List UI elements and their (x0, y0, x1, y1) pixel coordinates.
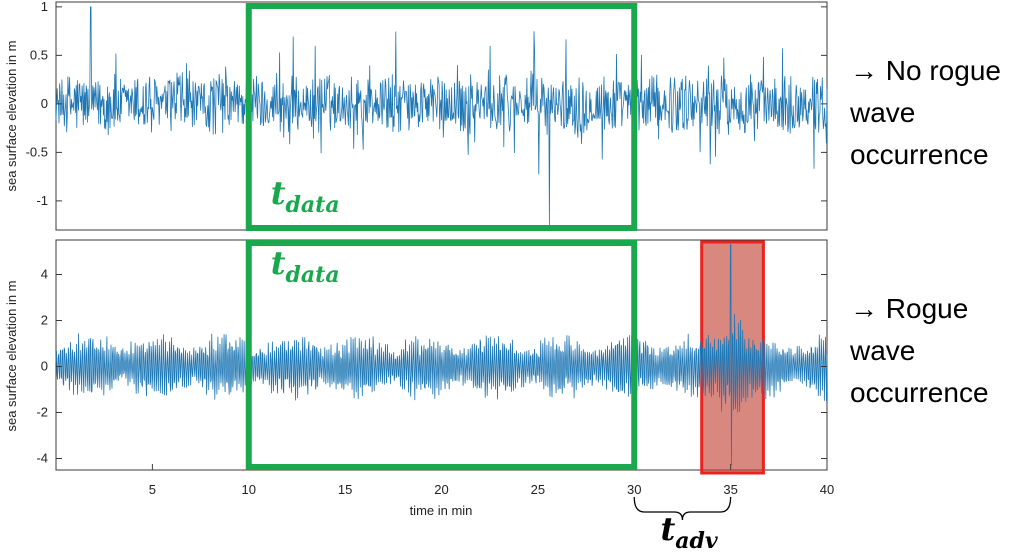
y-tick-label: 4 (41, 267, 48, 282)
y-tick-label: 1 (41, 0, 48, 14)
no-rogue-line-3: occurrence (850, 139, 989, 170)
y-tick-label: -2 (36, 405, 48, 420)
bottom-y-ticks: 4 2 0 -2 -4 (36, 267, 827, 466)
top-y-axis-label: sea surface elevation in m (4, 40, 19, 191)
top-t-data-label: tdata (271, 174, 340, 218)
bottom-panel: 420-2-4 5 10 15 20 25 30 35 40 sea surface elev… (4, 239, 834, 553)
y-tick-label: 0 (41, 359, 48, 374)
y-tick-label: -4 (36, 451, 48, 466)
bottom-x-ticks: 5 10 15 20 25 30 35 40 (149, 464, 834, 497)
top-data-window (245, 3, 638, 231)
t-adv-brace (633, 496, 732, 521)
x-axis-label: time in min (410, 503, 473, 518)
y-tick-label: -0.5 (26, 144, 48, 159)
rogue-line-2: wave (850, 335, 916, 366)
top-t-data-sub: data (286, 192, 340, 218)
top-t-data-main: t (271, 174, 286, 212)
x-tick-label: 30 (627, 482, 641, 497)
bottom-t-data-main: t (271, 244, 286, 282)
x-tick-label: 20 (434, 482, 448, 497)
top-wave-series (55, 6, 828, 226)
x-tick-label: 5 (149, 482, 156, 497)
x-tick-label: 25 (531, 482, 545, 497)
bottom-y-axis-label: sea surface elevation in m (4, 280, 19, 431)
bottom-t-data-label: tdata (271, 244, 340, 288)
top-y-ticks: 1 0.5 0 -0.5 -1 (26, 0, 827, 208)
bottom-t-data-sub: data (286, 262, 340, 288)
no-rogue-line-1: → No rogue (850, 55, 1001, 86)
no-rogue-annotation: → No rogue wave occurrence (850, 50, 1001, 176)
y-tick-label: 0 (41, 96, 48, 111)
t-adv-label: tadv (660, 510, 717, 553)
top-panel: 1 0.5 0 -0.5 -1 sea surface elevation in m t… (4, 0, 828, 231)
y-tick-label: -1 (36, 193, 48, 208)
y-tick-label: 0.5 (30, 47, 48, 62)
t-adv-sub: adv (675, 528, 718, 553)
bottom-wave-series (55, 244, 828, 466)
y-tick-label: 2 (41, 313, 48, 328)
rogue-line-1: → Rogue (850, 293, 969, 324)
arrow-icon: → (850, 55, 878, 86)
bottom-data-window (245, 240, 638, 470)
rogue-annotation: → Rogue wave occurrence (850, 288, 989, 414)
t-adv-main: t (660, 510, 675, 548)
rogue-line-3: occurrence (850, 377, 989, 408)
x-tick-label: 35 (723, 482, 737, 497)
x-tick-label: 15 (338, 482, 352, 497)
arrow-icon: → (850, 293, 878, 324)
x-tick-label: 10 (242, 482, 256, 497)
no-rogue-line-2: wave (850, 97, 916, 128)
x-tick-label: 40 (820, 482, 834, 497)
